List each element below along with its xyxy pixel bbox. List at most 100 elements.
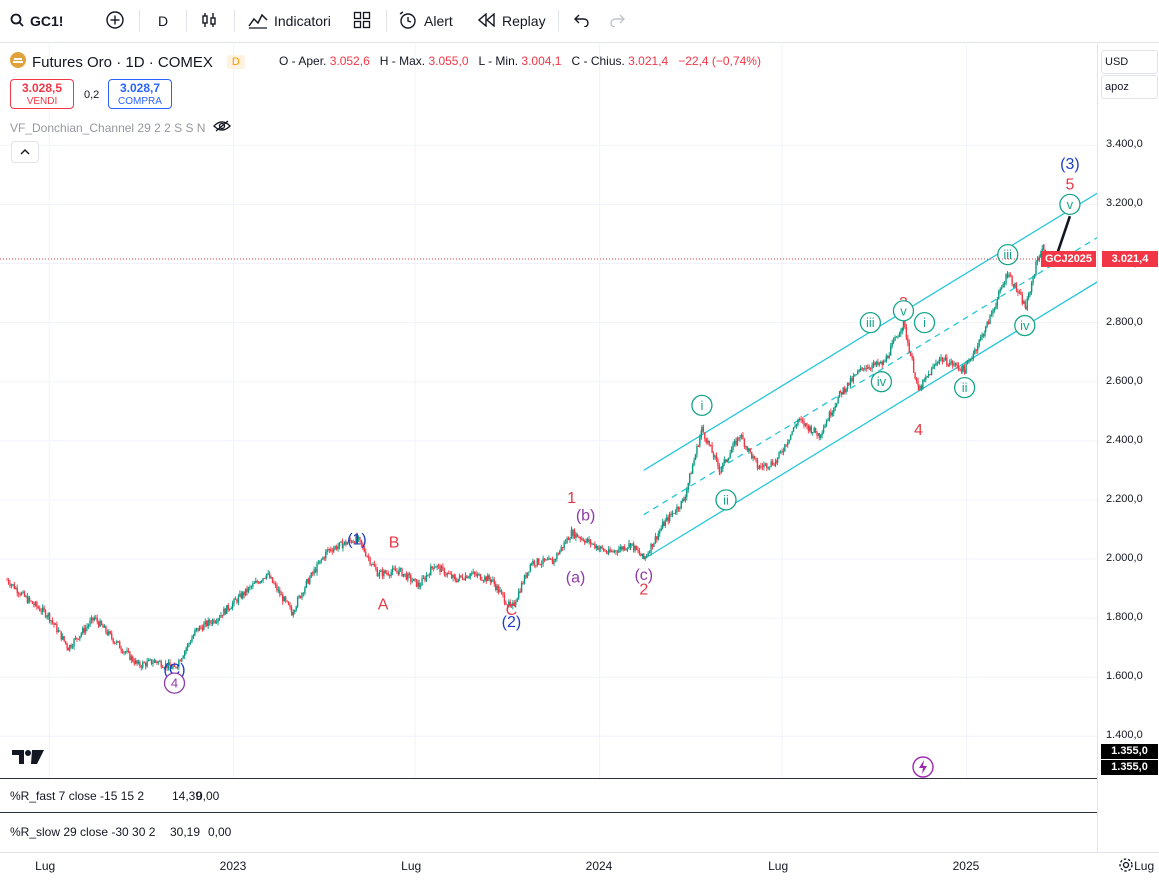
candle-body (167, 662, 170, 669)
candle-body (334, 546, 336, 549)
candle-body (792, 427, 795, 432)
candle-body (867, 367, 869, 369)
wave-label: ii (962, 380, 968, 395)
candle-body (702, 426, 705, 433)
candle-body (730, 449, 733, 454)
scale-selector[interactable]: apoz (1101, 75, 1158, 99)
rfast-pane[interactable]: %R_fast 7 close -15 15 2 14,39 0,00 (0, 778, 1097, 812)
candle-body (715, 455, 718, 460)
collapse-legend-button[interactable] (11, 141, 39, 163)
candle-body (249, 586, 251, 588)
lightning-event-icon[interactable] (912, 756, 934, 783)
indicator-legend[interactable]: VF_Donchian_Channel 29 2 2 S S N (10, 120, 232, 135)
rslow-value-2: 0,00 (208, 825, 232, 839)
wave-label: C (506, 602, 518, 619)
candle-body (472, 572, 474, 574)
candle-body (489, 579, 492, 582)
candles-icon (200, 11, 218, 32)
candle-body (96, 617, 98, 622)
price-axis[interactable]: USD apoz 3.400,03.200,03.000,02.800,02.6… (1097, 44, 1159, 852)
candle-body (932, 366, 934, 369)
candle-body (20, 592, 23, 595)
candle-body (51, 620, 54, 623)
time-tick-label: Lug (1134, 859, 1155, 873)
open-value: 3.052,6 (329, 54, 370, 68)
candle-body (781, 451, 783, 453)
candle-body (443, 568, 446, 575)
rslow-pane[interactable]: %R_slow 29 close -30 30 2 30,19 0,00 (0, 812, 1097, 853)
chart-legend[interactable]: Futures Oro · 1D · COMEX D (10, 52, 245, 72)
candle-body (858, 369, 860, 372)
wave-label-circle (870, 371, 893, 393)
price-chart[interactable]: (C)4(1)BAC(2)1(b)(a)(c)2iiiiiiiv3vi4iiii… (0, 44, 1097, 778)
candle-body (963, 365, 965, 370)
candle-body (776, 457, 779, 463)
candle-body (995, 306, 997, 309)
candle-body (688, 473, 691, 483)
candle-body (311, 572, 314, 574)
candle-body (897, 336, 899, 338)
chart-type-button[interactable] (200, 0, 218, 42)
candle-body (233, 598, 235, 604)
candle-body (37, 606, 39, 609)
sell-button[interactable]: 3.028,5 VENDI (10, 79, 74, 109)
eye-hidden-icon[interactable] (213, 120, 232, 135)
undo-icon (572, 13, 590, 30)
candle-body (493, 579, 495, 585)
buy-button[interactable]: 3.028,7 COMPRA (108, 79, 172, 109)
candle-body (407, 573, 409, 580)
candle-body (857, 371, 859, 375)
candle-body (877, 361, 879, 365)
candle-body (320, 559, 323, 561)
candle-body (499, 590, 501, 593)
undo-button[interactable] (572, 0, 590, 42)
candle-body (1023, 301, 1025, 304)
candle-body (824, 425, 826, 428)
symbol-price-tag: GCJ2025 (1041, 251, 1096, 267)
candle-body (34, 602, 37, 606)
currency-selector[interactable]: USD (1101, 50, 1158, 74)
candle-body (825, 421, 828, 426)
settings-gear-icon[interactable] (1118, 857, 1134, 876)
time-axis[interactable]: Lug 2023 Lug 2024 Lug 2025 Lug (0, 852, 1159, 880)
candle-body (764, 463, 767, 465)
candle-body (766, 463, 768, 469)
candle-body (904, 319, 906, 327)
candle-body (86, 626, 88, 628)
symbol-search[interactable]: GC1! (10, 0, 63, 42)
replay-button[interactable]: Replay (477, 0, 546, 42)
candle-body (89, 620, 91, 626)
indicators-icon (248, 11, 268, 32)
candle-body (532, 560, 534, 564)
compare-symbol-button[interactable] (105, 0, 125, 42)
candle-body (647, 552, 649, 556)
delay-badge: D (226, 55, 245, 69)
candle-body (103, 625, 106, 628)
candle-body (949, 362, 951, 366)
candle-body (601, 546, 603, 549)
candle-body (301, 592, 303, 598)
tradingview-logo[interactable] (12, 748, 44, 771)
redo-button[interactable] (609, 0, 627, 42)
interval-button[interactable]: D (158, 0, 168, 42)
candle-body (929, 374, 931, 376)
candle-body (773, 464, 775, 466)
candle-body (266, 573, 268, 578)
candle-body (274, 583, 277, 585)
candle-body (223, 608, 225, 616)
candle-body (659, 530, 661, 534)
candle-body (696, 445, 698, 455)
candle-body (557, 553, 560, 555)
indicators-button[interactable]: Indicatori (248, 0, 331, 42)
candle-body (930, 368, 933, 376)
candle-body (162, 667, 164, 668)
candle-body (427, 574, 429, 576)
candle-body (120, 648, 122, 651)
candle-body (342, 544, 344, 549)
candle-body (201, 627, 204, 631)
layout-button[interactable] (353, 0, 371, 42)
alert-button[interactable]: Alert (398, 0, 453, 42)
wave-label: 4 (914, 422, 923, 439)
candle-body (333, 548, 335, 552)
candle-body (136, 660, 138, 664)
